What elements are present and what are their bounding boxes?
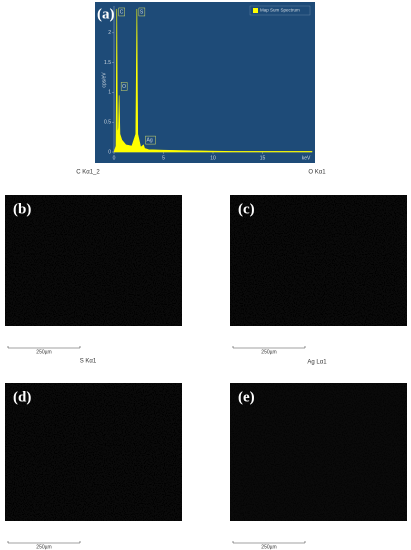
scale-label: 250µm — [261, 544, 276, 550]
peak-label-box — [118, 7, 125, 17]
peak-label-box — [145, 135, 156, 145]
legend-label: Map Sum Spectrum — [260, 8, 300, 13]
x-axis-label: keV — [302, 155, 311, 161]
y-tick-label: 0.5 — [104, 120, 111, 126]
scale-label: 250µm — [261, 349, 276, 355]
map-dots — [230, 383, 407, 521]
map-dots — [5, 195, 182, 326]
y-tick-label: 1.5 — [104, 60, 111, 66]
x-tick-label: 15 — [260, 155, 266, 161]
panel-label: (e) — [238, 389, 255, 405]
map-noise — [5, 383, 182, 521]
peak-label-box — [120, 82, 128, 91]
map-dots — [230, 195, 407, 326]
panel-label: (a) — [97, 6, 115, 22]
peak-label: C — [120, 9, 124, 15]
peak-label-box — [138, 7, 146, 17]
y-axis-label: cps/eV — [101, 72, 107, 88]
spectrum-area — [113, 8, 313, 153]
map-noise — [5, 195, 182, 326]
legend-swatch — [253, 8, 258, 13]
element-label: C Kα1_2 — [76, 170, 100, 176]
x-tick-label: 0 — [113, 155, 116, 161]
element-label: Ag Lα1 — [307, 360, 327, 366]
x-tick-label: 5 — [162, 155, 165, 161]
legend-box — [249, 5, 311, 16]
map-noise — [230, 195, 407, 326]
y-tick-label: 1 — [108, 90, 111, 96]
spectrum-background — [95, 2, 315, 163]
panel-label: (c) — [238, 201, 255, 217]
element-label: S Kα1 — [80, 359, 97, 365]
panel-label: (b) — [13, 201, 31, 217]
element-label: O Kα1 — [308, 170, 326, 176]
scale-label: 250µm — [36, 544, 51, 550]
peak-label: O — [122, 84, 126, 90]
y-tick-label: 0 — [108, 149, 111, 155]
map-noise — [230, 383, 407, 521]
x-tick-label: 10 — [210, 155, 216, 161]
panel-label: (d) — [13, 389, 31, 405]
peak-label: Ag — [147, 137, 153, 143]
scale-label: 250µm — [36, 349, 51, 355]
map-dots — [5, 383, 182, 521]
y-tick-label: 2 — [108, 30, 111, 36]
peak-label: S — [140, 9, 144, 15]
